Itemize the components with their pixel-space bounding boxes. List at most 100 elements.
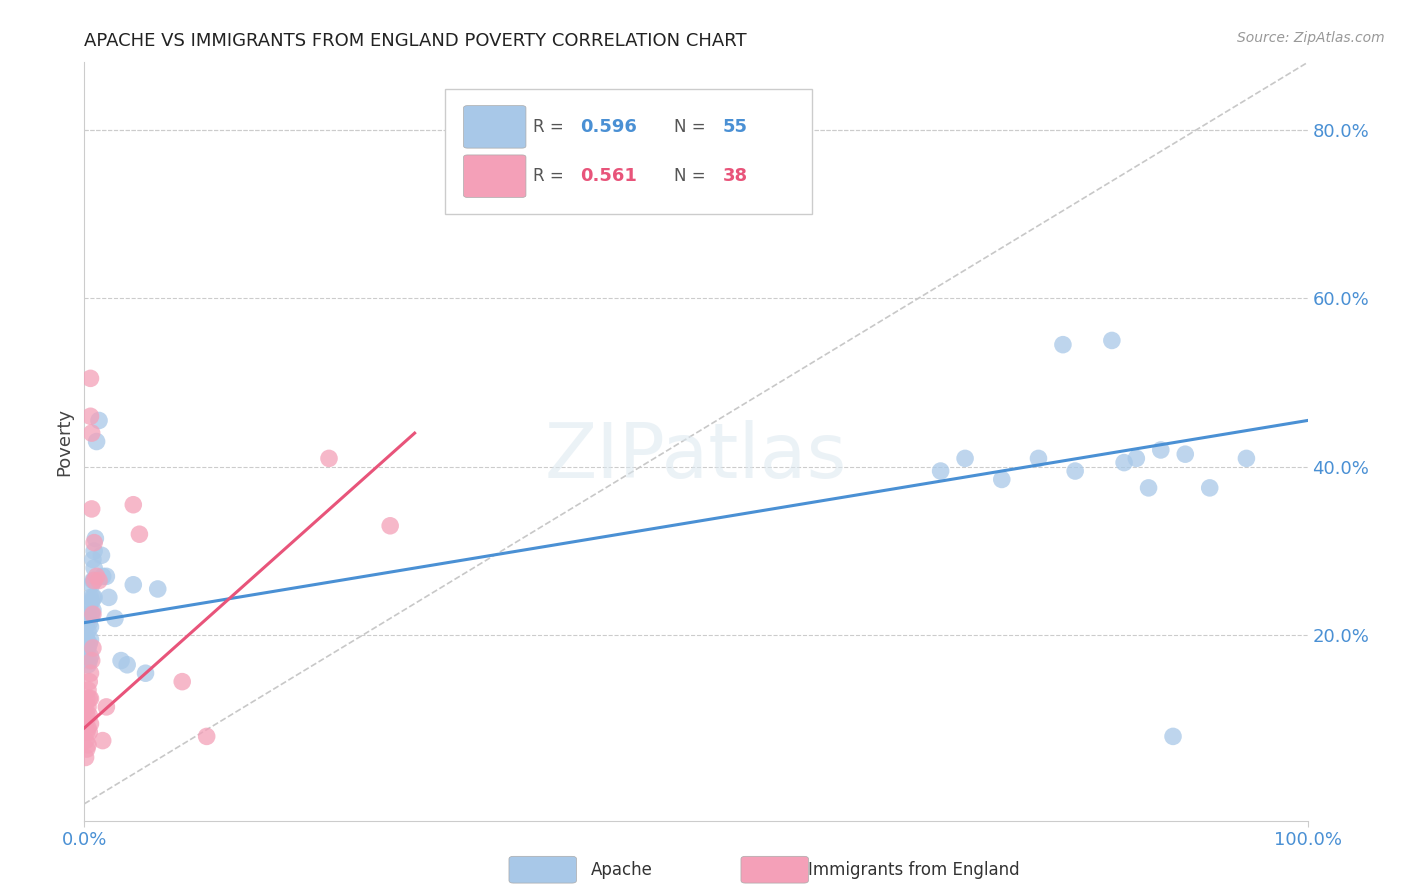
Point — [82, 640, 104, 655]
Point — [75, 620, 97, 634]
Point — [75, 716, 97, 731]
Point — [929, 464, 952, 478]
Point — [82, 574, 104, 588]
Point — [77, 615, 100, 630]
Point — [79, 620, 101, 634]
Point — [1236, 451, 1258, 466]
Point — [77, 699, 100, 714]
Point — [1150, 442, 1173, 457]
Point — [91, 733, 114, 747]
Point — [76, 615, 98, 630]
Point — [75, 750, 97, 764]
FancyBboxPatch shape — [464, 155, 526, 197]
Point — [79, 607, 101, 622]
Text: 38: 38 — [723, 167, 748, 186]
Point — [75, 733, 97, 747]
Point — [83, 574, 105, 588]
Point — [80, 578, 103, 592]
Point — [1161, 730, 1184, 744]
Point — [83, 544, 105, 558]
Text: Immigrants from England: Immigrants from England — [808, 861, 1021, 879]
Point — [1064, 464, 1087, 478]
Point — [76, 691, 98, 706]
Point — [80, 594, 103, 608]
Point — [77, 708, 100, 723]
Point — [76, 742, 98, 756]
Point — [76, 708, 98, 723]
Y-axis label: Poverty: Poverty — [55, 408, 73, 475]
Point — [77, 657, 100, 672]
Point — [84, 532, 107, 546]
Text: Source: ZipAtlas.com: Source: ZipAtlas.com — [1237, 31, 1385, 45]
Point — [82, 591, 104, 605]
Point — [83, 561, 105, 575]
Text: N =: N = — [673, 118, 711, 136]
Point — [82, 552, 104, 566]
Point — [79, 649, 101, 664]
Point — [77, 683, 100, 698]
Point — [82, 607, 104, 622]
Text: R =: R = — [533, 118, 569, 136]
Text: N =: N = — [673, 167, 711, 186]
Point — [76, 649, 98, 664]
Point — [1137, 481, 1160, 495]
Point — [953, 451, 976, 466]
Point — [96, 569, 118, 583]
Text: R =: R = — [533, 167, 569, 186]
Point — [80, 607, 103, 622]
FancyBboxPatch shape — [446, 89, 813, 214]
Point — [80, 502, 103, 516]
Point — [91, 569, 114, 583]
Point — [87, 413, 110, 427]
Point — [77, 738, 100, 752]
Point — [79, 591, 101, 605]
Point — [83, 574, 105, 588]
Point — [1174, 447, 1197, 461]
Point — [195, 730, 218, 744]
Point — [96, 699, 118, 714]
Point — [77, 637, 100, 651]
Point — [77, 674, 100, 689]
Point — [1125, 451, 1147, 466]
Point — [122, 498, 145, 512]
Point — [79, 409, 101, 424]
Point — [380, 518, 402, 533]
Point — [79, 716, 101, 731]
Point — [77, 640, 100, 655]
Point — [146, 582, 169, 596]
Point — [1028, 451, 1050, 466]
Point — [77, 624, 100, 639]
Point — [1101, 334, 1123, 348]
Point — [1114, 456, 1136, 470]
Point — [77, 691, 100, 706]
Point — [115, 657, 138, 672]
Point — [128, 527, 150, 541]
Point — [104, 611, 127, 625]
Point — [87, 574, 110, 588]
Text: Apache: Apache — [591, 861, 652, 879]
Point — [79, 371, 101, 385]
Point — [77, 599, 100, 613]
Point — [110, 654, 132, 668]
Text: 0.596: 0.596 — [579, 118, 637, 136]
Point — [75, 699, 97, 714]
Point — [135, 666, 157, 681]
Point — [97, 591, 120, 605]
Point — [77, 607, 100, 622]
Point — [79, 632, 101, 647]
Point — [80, 654, 103, 668]
Point — [90, 548, 112, 563]
Point — [79, 691, 101, 706]
Point — [77, 654, 100, 668]
Point — [77, 721, 100, 735]
Point — [77, 725, 100, 739]
Point — [172, 674, 194, 689]
Point — [79, 666, 101, 681]
Point — [83, 535, 105, 549]
FancyBboxPatch shape — [464, 105, 526, 148]
Point — [80, 426, 103, 441]
Point — [76, 632, 98, 647]
Point — [86, 569, 108, 583]
Point — [1198, 481, 1220, 495]
Point — [1052, 337, 1074, 351]
